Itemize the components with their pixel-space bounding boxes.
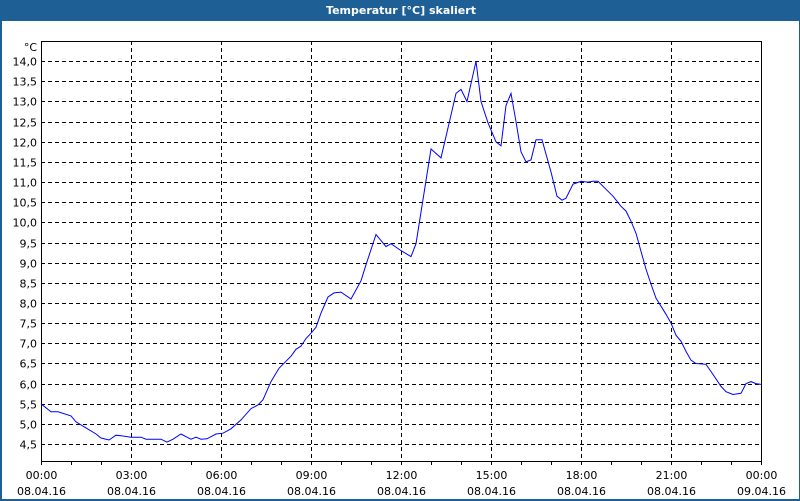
x-tick-time: 00:00 <box>746 469 778 482</box>
y-tick-label: 4,5 <box>20 439 38 452</box>
x-tick-date: 08.04.16 <box>17 485 66 498</box>
x-tick-date: 08.04.16 <box>107 485 156 498</box>
x-tick-date: 08.04.16 <box>287 485 336 498</box>
x-tick-date: 08.04.16 <box>647 485 696 498</box>
y-tick-label: 10,0 <box>13 217 38 230</box>
x-tick-date: 08.04.16 <box>377 485 426 498</box>
x-tick-time: 03:00 <box>116 469 148 482</box>
x-tick-date: 08.04.16 <box>557 485 606 498</box>
x-tick-time: 12:00 <box>386 469 418 482</box>
x-tick-date: 09.04.16 <box>737 485 786 498</box>
y-tick-label: 12,0 <box>13 137 38 150</box>
y-tick-label: 8,5 <box>20 278 38 291</box>
y-tick-label: 7,0 <box>20 338 38 351</box>
y-tick-label: 13,0 <box>13 96 38 109</box>
y-tick-label: 14,0 <box>13 56 38 69</box>
y-tick-label: 6,5 <box>20 358 38 371</box>
y-tick-label: 9,5 <box>20 238 38 251</box>
y-tick-label: 13,5 <box>13 76 38 89</box>
x-tick-time: 15:00 <box>476 469 508 482</box>
y-tick-label: 9,0 <box>20 258 38 271</box>
x-tick-date: 08.04.16 <box>197 485 246 498</box>
y-tick-label: 10,5 <box>13 197 38 210</box>
x-tick-time: 06:00 <box>206 469 238 482</box>
x-tick-time: 21:00 <box>656 469 688 482</box>
y-tick-label: 8,0 <box>20 298 38 311</box>
x-tick-time: 00:00 <box>26 469 58 482</box>
y-tick-label: 6,0 <box>20 379 38 392</box>
y-tick-label: 5,5 <box>20 399 38 412</box>
x-tick-date: 08.04.16 <box>467 485 516 498</box>
y-tick-label: 11,0 <box>13 177 38 190</box>
y-axis-unit: °C <box>24 41 38 54</box>
y-tick-label: 7,5 <box>20 318 38 331</box>
x-tick-time: 18:00 <box>566 469 598 482</box>
y-tick-label: 12,5 <box>13 117 38 130</box>
y-tick-label: 11,5 <box>13 157 38 170</box>
y-tick-label: 5,0 <box>20 419 38 432</box>
x-tick-time: 09:00 <box>296 469 328 482</box>
